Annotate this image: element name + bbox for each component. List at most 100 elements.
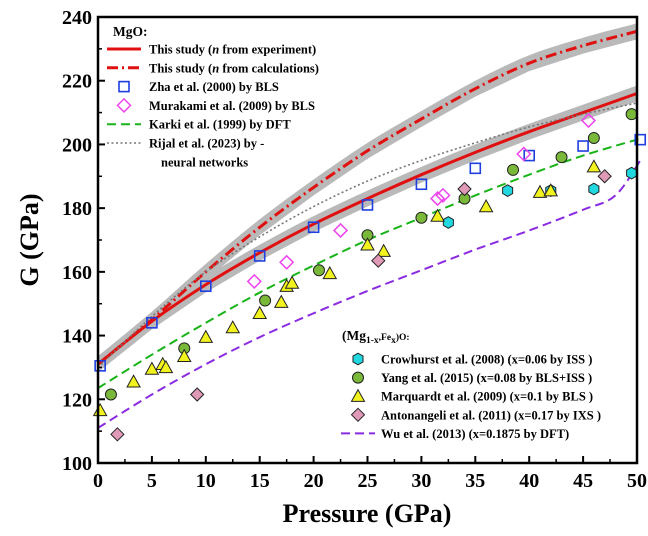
legend-label-yang-et-al-2015-x-0-08-by-bls-iss: Yang et al. (2015) (x=0.08 by BLS+ISS )	[381, 371, 592, 385]
point-murakami-et-al-2009-by-bls	[332, 222, 349, 239]
y-tick-label: 140	[62, 326, 92, 348]
legend-label-marquardt-et-al-2009-x-0-1-by-bls: Marquardt et al. (2009) (x=0.1 by BLS )	[381, 390, 593, 404]
legend-label-zha-et-al-2000-by-bls: Zha et al. (2000) by BLS	[149, 80, 279, 94]
point-murakami-et-al-2009-by-bls	[435, 187, 451, 203]
y-axis-title: G (GPa)	[15, 193, 44, 286]
point-antonangeli-et-al-2011-x-0-17-by-ixs	[597, 169, 612, 184]
point-yang-et-al-2015-x-0-08-by-bls-iss	[415, 211, 428, 224]
legend-label-this-study-n-from-experiment: This study (n from experiment)	[149, 43, 316, 57]
legend-title-mgfeo: (Mg1-x,Fex)O:	[342, 328, 410, 346]
confidence-bands	[98, 23, 637, 373]
point-marquardt-et-al-2009-x-0-1-by-bls	[284, 275, 300, 289]
y-tick-label: 160	[62, 262, 92, 284]
point-marquardt-et-al-2009-x-0-1-by-bls	[543, 183, 559, 197]
point-antonangeli-et-al-2011-x-0-17-by-ixs	[371, 253, 386, 268]
band-this-study-n-from-experiment	[98, 85, 637, 373]
legend-label-murakami-et-al-2009-by-bls: Murakami et al. (2009) by BLS	[149, 99, 315, 113]
axis-ticks: 0 5 10 15 20 25 30 35 40 45 50 100 120 140 160 180 200 22…	[62, 7, 647, 492]
legend-swatch-marquardt-et-al-2009-x-0-1-by-bls	[350, 388, 366, 402]
point-marquardt-et-al-2009-x-0-1-by-bls	[478, 199, 494, 213]
point-marquardt-et-al-2009-x-0-1-by-bls	[176, 348, 192, 362]
point-zha-et-al-2000-by-bls	[361, 199, 374, 211]
y-tick-label: 240	[62, 7, 92, 29]
point-marquardt-et-al-2009-x-0-1-by-bls	[198, 329, 214, 343]
x-tick-label: 15	[250, 470, 270, 492]
point-zha-et-al-2000-by-bls	[307, 221, 320, 234]
point-crowhurst-et-al-2008-x-0-06-by-iss	[502, 184, 514, 197]
y-tick-label: 180	[62, 198, 92, 220]
point-zha-et-al-2000-by-bls	[469, 162, 482, 175]
point-marquardt-et-al-2009-x-0-1-by-bls	[225, 320, 241, 334]
point-yang-et-al-2015-x-0-08-by-bls-iss	[625, 108, 638, 121]
legend-label-crowhurst-et-al-2008-x-0-06-by-iss: Crowhurst et al. (2008) (x=0.06 by ISS )	[381, 353, 592, 367]
legend-swatch-zha-et-al-2000-by-bls	[118, 80, 130, 93]
point-zha-et-al-2000-by-bls	[577, 140, 589, 152]
point-marquardt-et-al-2009-x-0-1-by-bls	[376, 243, 392, 257]
point-zha-et-al-2000-by-bls	[200, 280, 212, 292]
y-tick-label: 200	[62, 134, 92, 156]
x-tick-label: 40	[519, 470, 539, 492]
x-tick-label: 20	[304, 470, 324, 492]
point-yang-et-al-2015-x-0-08-by-bls-iss	[587, 132, 600, 145]
point-yang-et-al-2015-x-0-08-by-bls-iss	[104, 388, 117, 401]
point-marquardt-et-al-2009-x-0-1-by-bls	[322, 265, 338, 280]
point-marquardt-et-al-2009-x-0-1-by-bls	[144, 361, 160, 375]
legend-swatch-murakami-et-al-2009-by-bls	[116, 97, 132, 113]
legend-swatch-antonangeli-et-al-2011-x-0-17-by-ixs	[350, 407, 366, 423]
x-tick-label: 45	[573, 470, 593, 492]
point-crowhurst-et-al-2008-x-0-06-by-iss	[626, 166, 638, 180]
legend-label-this-study-n-from-calculations: This study (n from calculations)	[149, 61, 319, 75]
x-tick-label: 25	[358, 470, 378, 492]
x-tick-label: 35	[465, 470, 485, 492]
point-yang-et-al-2015-x-0-08-by-bls-iss	[507, 163, 520, 176]
point-marquardt-et-al-2009-x-0-1-by-bls	[158, 359, 174, 374]
point-zha-et-al-2000-by-bls	[94, 360, 106, 372]
point-antonangeli-et-al-2011-x-0-17-by-ixs	[110, 427, 125, 442]
x-tick-label: 0	[93, 470, 103, 492]
point-antonangeli-et-al-2011-x-0-17-by-ixs	[189, 387, 205, 402]
series-markers	[92, 108, 647, 442]
x-axis-title: Pressure (GPa)	[283, 499, 452, 528]
x-tick-label: 50	[627, 470, 647, 492]
legend: MgO:This study (n from experiment) This s…	[107, 24, 601, 441]
point-marquardt-et-al-2009-x-0-1-by-bls	[252, 305, 268, 319]
point-yang-et-al-2015-x-0-08-by-bls-iss	[555, 151, 568, 164]
legend-label-karki-et-al-1999-by-dft: Karki et al. (1999) by DFT	[149, 118, 291, 132]
line-this-study-n-from-experiment	[97, 92, 638, 366]
x-tick-label: 30	[411, 470, 431, 492]
point-crowhurst-et-al-2008-x-0-06-by-iss	[588, 182, 600, 196]
x-tick-label: 5	[147, 470, 157, 492]
point-antonangeli-et-al-2011-x-0-17-by-ixs	[457, 181, 472, 197]
point-crowhurst-et-al-2008-x-0-06-by-iss	[442, 216, 454, 229]
legend-title-mgo: MgO:	[113, 24, 148, 39]
point-marquardt-et-al-2009-x-0-1-by-bls	[586, 159, 602, 173]
y-tick-label: 120	[62, 389, 92, 411]
legend-label-wu-et-al-2013-x-0-1875-by-dft: Wu et al. (2013) (x=0.1875 by DFT)	[381, 427, 569, 441]
point-murakami-et-al-2009-by-bls	[279, 254, 295, 270]
point-marquardt-et-al-2009-x-0-1-by-bls	[430, 208, 445, 222]
point-marquardt-et-al-2009-x-0-1-by-bls	[273, 294, 289, 308]
point-murakami-et-al-2009-by-bls	[246, 273, 262, 289]
line-karki-et-al-1999-by-dft	[97, 137, 643, 389]
point-marquardt-et-al-2009-x-0-1-by-bls	[360, 237, 375, 251]
legend-label-continuation: neural networks	[161, 155, 248, 169]
line-rijal-et-al-2023-by-neural-networks	[97, 102, 638, 369]
line-this-study-n-from-calculations	[97, 29, 638, 366]
point-zha-et-al-2000-by-bls	[523, 149, 536, 162]
point-zha-et-al-2000-by-bls	[146, 317, 158, 329]
point-murakami-et-al-2009-by-bls	[516, 146, 532, 162]
point-marquardt-et-al-2009-x-0-1-by-bls	[532, 184, 548, 198]
point-zha-et-al-2000-by-bls	[634, 133, 647, 146]
series-lines	[97, 29, 644, 429]
point-murakami-et-al-2009-by-bls	[580, 112, 597, 129]
legend-swatch-yang-et-al-2015-x-0-08-by-bls-iss	[352, 371, 364, 384]
point-zha-et-al-2000-by-bls	[253, 250, 266, 262]
point-marquardt-et-al-2009-x-0-1-by-bls	[126, 374, 141, 388]
point-zha-et-al-2000-by-bls	[415, 178, 428, 191]
y-tick-label: 220	[62, 71, 92, 93]
point-yang-et-al-2015-x-0-08-by-bls-iss	[312, 264, 325, 277]
legend-swatch-crowhurst-et-al-2008-x-0-06-by-iss	[352, 352, 364, 366]
point-marquardt-et-al-2009-x-0-1-by-bls	[92, 402, 108, 417]
y-tick-label: 100	[62, 453, 92, 475]
